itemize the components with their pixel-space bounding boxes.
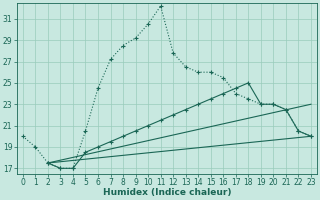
X-axis label: Humidex (Indice chaleur): Humidex (Indice chaleur) — [103, 188, 231, 197]
